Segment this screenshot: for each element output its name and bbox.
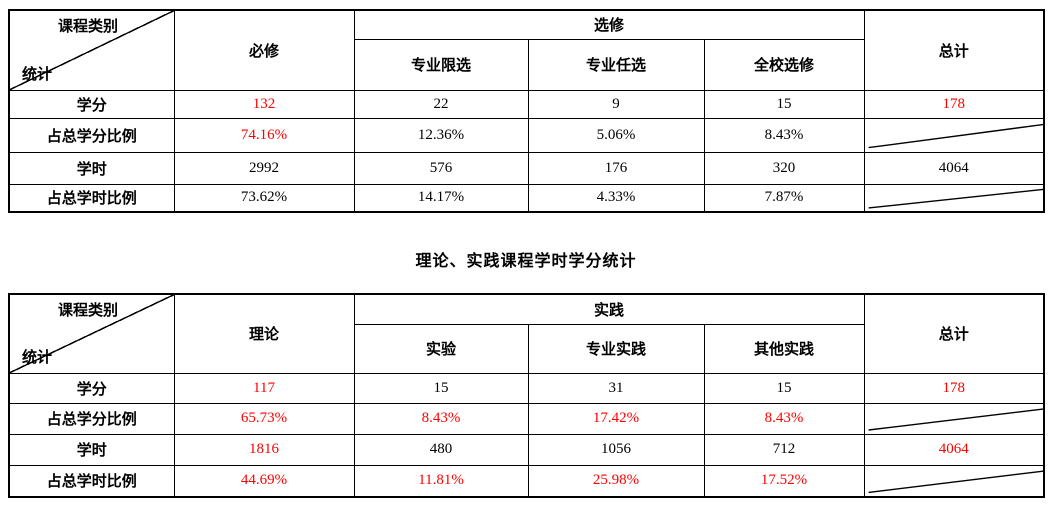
row-label: 学分 bbox=[8, 89, 175, 119]
table-cell: 17.42% bbox=[527, 402, 705, 435]
table-cell: 712 bbox=[703, 433, 865, 466]
table-row-hour-ratio: 占总学时比例 44.69% 11.81% 25.98% 17.52% bbox=[8, 464, 1045, 498]
crossed-out-cell bbox=[863, 117, 1045, 153]
corner-top-label: 课程类别 bbox=[58, 19, 119, 35]
table-cell: 12.36% bbox=[353, 117, 529, 153]
section-title: 理论、实践课程学时学分统计 bbox=[415, 253, 637, 270]
table-cell: 117 bbox=[173, 372, 355, 404]
table-row-hours: 学时 2992 576 176 320 4064 bbox=[8, 151, 1045, 185]
table-cell: 11.81% bbox=[353, 464, 529, 498]
table-cell: 25.98% bbox=[527, 464, 705, 498]
diagonal-slash bbox=[865, 404, 1044, 434]
table-cell-total: 4064 bbox=[863, 433, 1045, 466]
table-cell: 1056 bbox=[527, 433, 705, 466]
table-cell: 22 bbox=[353, 89, 529, 119]
crossed-out-cell bbox=[863, 402, 1045, 435]
table-cell: 74.16% bbox=[173, 117, 355, 153]
row-label: 占总学时比例 bbox=[8, 464, 175, 498]
table-row-hours: 学时 1816 480 1056 712 4064 bbox=[8, 433, 1045, 466]
table-cell: 5.06% bbox=[527, 117, 705, 153]
row-label: 学分 bbox=[8, 372, 175, 404]
row-label: 占总学时比例 bbox=[8, 183, 175, 213]
sub-col-header-other-practice: 其他实践 bbox=[703, 323, 865, 374]
col-header-total: 总计 bbox=[863, 293, 1045, 374]
table-row-credit-ratio: 占总学分比例 74.16% 12.36% 5.06% 8.43% bbox=[8, 117, 1045, 153]
table-cell: 15 bbox=[353, 372, 529, 404]
table-cell: 7.87% bbox=[703, 183, 865, 213]
table-row-hour-ratio: 占总学时比例 73.62% 14.17% 4.33% 7.87% bbox=[8, 183, 1045, 213]
diagonal-slash bbox=[865, 119, 1044, 152]
col-header-total: 总计 bbox=[863, 9, 1045, 91]
table-cell: 8.43% bbox=[703, 117, 865, 153]
sub-col-header-major-optional: 专业任选 bbox=[527, 38, 705, 91]
table-theory-practice-stats: 课程类别 统计 理论 实践 总计 实验 专业实践 其他实践 学分 117 15 … bbox=[8, 293, 1045, 498]
table-cell: 576 bbox=[353, 151, 529, 185]
table-cell: 2992 bbox=[173, 151, 355, 185]
table-cell: 44.69% bbox=[173, 464, 355, 498]
row-label: 占总学分比例 bbox=[8, 402, 175, 435]
corner-bottom-label: 统计 bbox=[22, 66, 53, 83]
table-cell: 15 bbox=[703, 372, 865, 404]
table-cell: 31 bbox=[527, 372, 705, 404]
table-cell: 17.52% bbox=[703, 464, 865, 498]
table-cell: 176 bbox=[527, 151, 705, 185]
table-cell-total: 178 bbox=[863, 89, 1045, 119]
table-cell: 15 bbox=[703, 89, 865, 119]
table-cell-total: 4064 bbox=[863, 151, 1045, 185]
table-required-elective-stats: 课程类别 统计 必修 选修 总计 专业限选 专业任选 全校选修 学分 132 2… bbox=[8, 9, 1045, 213]
sub-col-header-experiment: 实验 bbox=[353, 323, 529, 374]
table-cell: 480 bbox=[353, 433, 529, 466]
corner-bottom-label: 统计 bbox=[22, 349, 53, 366]
corner-top-label: 课程类别 bbox=[58, 303, 119, 319]
table-cell: 9 bbox=[527, 89, 705, 119]
table-cell: 1816 bbox=[173, 433, 355, 466]
table-cell: 73.62% bbox=[173, 183, 355, 213]
sub-col-header-major-practice: 专业实践 bbox=[527, 323, 705, 374]
table-row-credit-ratio: 占总学分比例 65.73% 8.43% 17.42% 8.43% bbox=[8, 402, 1045, 435]
row-label: 占总学分比例 bbox=[8, 117, 175, 153]
table-cell: 65.73% bbox=[173, 402, 355, 435]
diagonal-slash bbox=[865, 466, 1044, 497]
table-cell: 8.43% bbox=[353, 402, 529, 435]
row-label: 学时 bbox=[8, 151, 175, 185]
sub-col-header-major-restricted: 专业限选 bbox=[353, 38, 529, 91]
col-header-theory: 理论 bbox=[173, 293, 355, 374]
diagonal-slash bbox=[865, 185, 1044, 212]
table-cell: 132 bbox=[173, 89, 355, 119]
table-row-credits: 学分 132 22 9 15 178 bbox=[8, 89, 1045, 119]
table-cell: 320 bbox=[703, 151, 865, 185]
col-group-header-practice: 实践 bbox=[353, 293, 865, 325]
table-row-credits: 学分 117 15 31 15 178 bbox=[8, 372, 1045, 404]
table-cell-total: 178 bbox=[863, 372, 1045, 404]
crossed-out-cell bbox=[863, 183, 1045, 213]
crossed-out-cell bbox=[863, 464, 1045, 498]
table-cell: 8.43% bbox=[703, 402, 865, 435]
corner-header-cell: 课程类别 统计 bbox=[8, 293, 175, 374]
corner-header-cell: 课程类别 统计 bbox=[8, 9, 175, 91]
col-header-required: 必修 bbox=[173, 9, 355, 91]
table-cell: 4.33% bbox=[527, 183, 705, 213]
sub-col-header-campus-elective: 全校选修 bbox=[703, 38, 865, 91]
col-group-header-elective: 选修 bbox=[353, 9, 865, 40]
table-cell: 14.17% bbox=[353, 183, 529, 213]
row-label: 学时 bbox=[8, 433, 175, 466]
